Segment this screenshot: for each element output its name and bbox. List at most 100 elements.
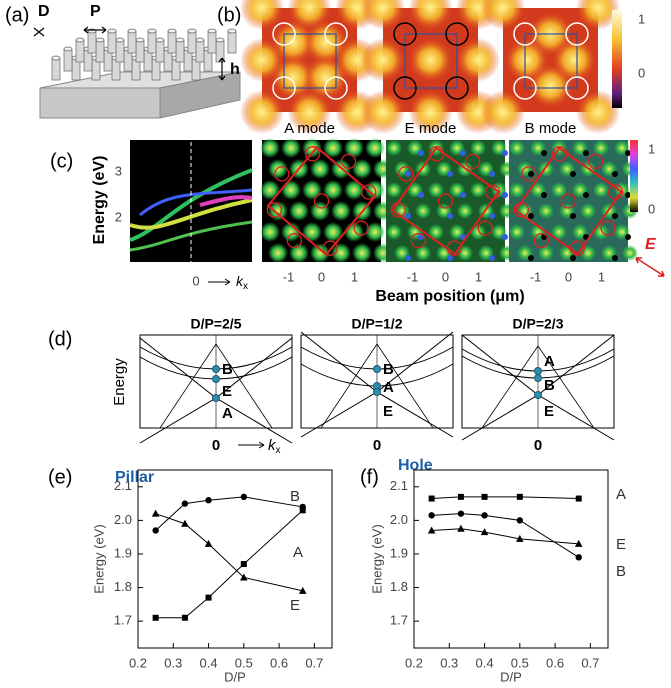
pillar [115,39,125,63]
intensity-spot [310,243,330,263]
k-symbol: k [268,437,277,454]
intensity-spot [481,90,525,134]
intensity-spot [528,171,534,177]
mode-map [361,0,500,134]
x-axis-label: Beam position (μm) [375,288,524,305]
pillar-top [207,28,217,34]
intensity-spot [509,182,525,198]
marker [205,594,212,601]
pillar-outline [398,166,414,182]
intensity-spot [240,38,284,82]
intensity-spot [418,192,424,198]
pillar [95,39,105,63]
pillar [75,39,85,63]
y-axis-label: Energy (eV) [91,156,108,245]
pillar-outline [286,232,303,249]
k-arrow [208,278,231,286]
intensity-spot [481,0,525,30]
intensity-spot [583,192,589,198]
intensity-spot [281,222,301,242]
marker [457,493,464,500]
k-symbol: k [236,273,244,289]
field-arrow [635,257,665,277]
y-axis-label: Energy [111,358,128,406]
pillar-top [115,37,125,43]
pillar-top [75,37,85,43]
x-tick-label: 1 [351,269,358,284]
x-axis-label: D/P [224,669,246,684]
intensity-spot [405,255,411,261]
panel-label: (d) [48,328,72,350]
panel-title: D/P=2/5 [191,316,242,332]
intensity-spot [489,255,495,261]
intensity-spot [260,222,280,242]
unit-cell [266,146,377,256]
band-diagram: ABE [461,334,615,441]
intensity-spot [323,138,343,158]
k-axis-label: kx [268,437,281,456]
plot-frame [413,469,609,649]
pillar [155,39,165,63]
pillar [147,30,157,54]
pillar-outline [437,193,454,209]
intensity-spot [344,138,364,158]
intensity-spot [504,38,549,82]
x-tick-label: 0.7 [581,655,599,670]
mode-point [212,375,220,383]
intensity-spot [289,201,309,221]
panel-label: (c) [50,150,73,172]
y-tick-label: 2.0 [114,512,132,527]
x-tick-label: -1 [283,269,295,284]
unit-cell [283,33,337,89]
mode-point [534,367,542,375]
pillar-top [95,37,105,43]
intensity-spot [415,245,431,261]
intensity-spot [331,201,351,221]
intensity-spot [456,38,500,82]
x-axis-label: D/P [500,669,522,684]
mode-label: B [544,377,555,394]
pillar [63,48,73,72]
intensity-spot [365,138,385,158]
k-origin: 0 [212,437,220,454]
marker [516,493,523,500]
intensity-spot [538,203,554,219]
intensity-spot [570,213,576,219]
p-symbol: P [90,3,101,20]
series-line [155,513,303,592]
pillar [227,30,237,54]
pillar-array [51,28,237,81]
x-tick-label: 0.4 [200,655,218,670]
intensity-spot [260,180,280,200]
pillar-outline [272,76,296,100]
marker [575,495,582,502]
beam-map [260,138,393,263]
dispersion-image [129,140,253,262]
pillar [187,30,197,54]
mode-label: E [383,403,393,420]
mode-point [373,365,381,373]
x-tick-label: 0.3 [164,655,182,670]
marker [457,510,465,517]
intensity-spot [302,180,322,200]
pillar-outline [485,184,501,200]
pillar [127,30,137,54]
panel-title: D/P=2/3 [513,316,564,332]
marker [240,573,248,581]
pillar-top [227,28,237,34]
intensity-spot [576,0,620,30]
intensity-spot [622,245,638,261]
intensity-spot [408,38,453,82]
colorbar [630,140,638,212]
d-marker [33,27,45,37]
pillar-outline [565,22,589,46]
pillar-outline [429,146,445,162]
intensity-spot [344,222,364,242]
intensity-spot [457,203,473,219]
x-tick-label: 1 [598,269,605,284]
marker [481,512,488,519]
pillar-outline [353,220,369,236]
k-origin: 0 [192,273,199,288]
y-tick-label: 1.7 [114,613,132,628]
